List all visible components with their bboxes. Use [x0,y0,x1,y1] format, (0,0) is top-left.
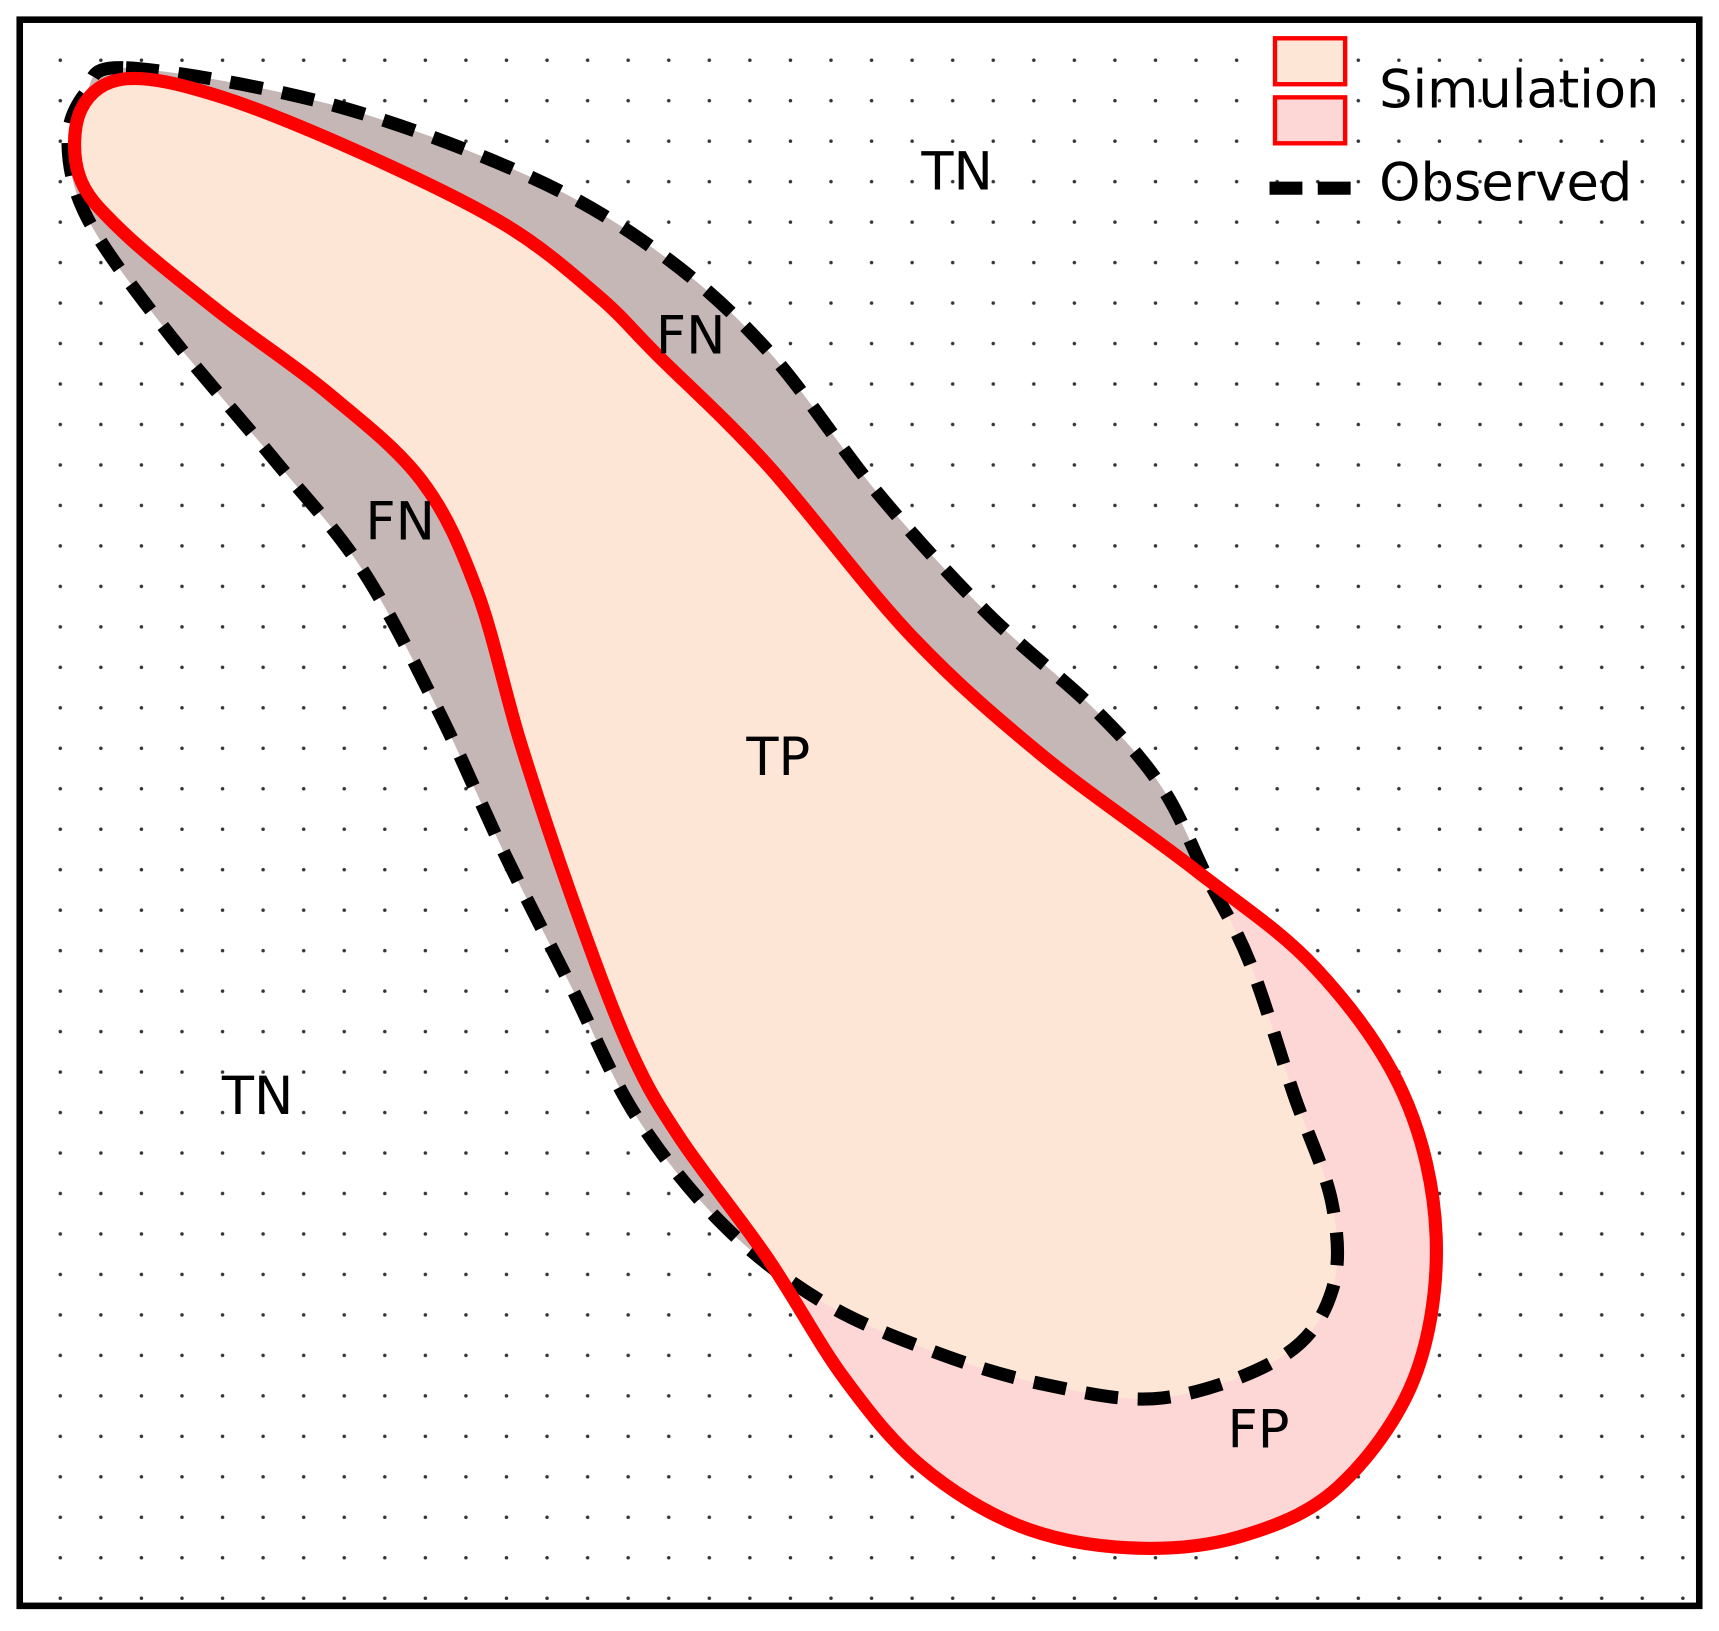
region-label: FN [656,306,726,367]
simulation-outline [67,71,1443,1555]
observed-outline [61,61,1345,1406]
region-label: TN [920,142,992,203]
region-label: FP [1228,1400,1290,1461]
legend-swatch [1272,36,1348,87]
frame [16,16,1703,1610]
legend-label: Simulation [1379,60,1659,121]
region-label: TN [221,1066,293,1127]
region-label: TP [745,727,810,788]
region-label: FN [365,492,435,553]
legend: Simulation Observed [1269,36,1659,214]
legend-swatch [1272,95,1348,146]
legend-label: Observed [1379,153,1632,214]
true-positive-area [74,78,1338,1400]
